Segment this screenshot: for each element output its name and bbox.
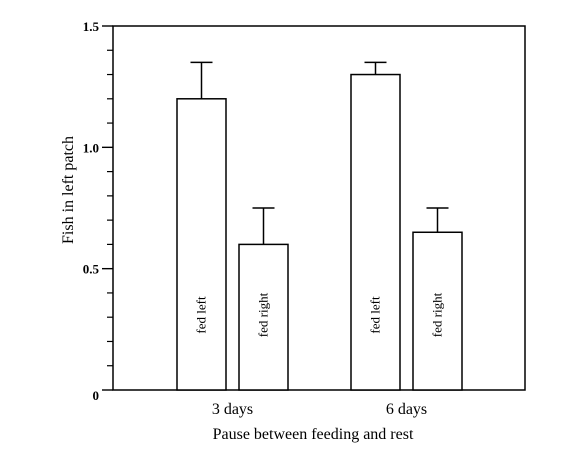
bar-fed-left-6-days (350, 73, 401, 391)
x-category-label-3-days: 3 days (212, 401, 253, 418)
bar-label-fed-right: fed right (256, 292, 271, 337)
bar-label-fed-left: fed left (368, 296, 383, 334)
minor-ticks (107, 49, 113, 367)
y-tick-label-0: 0 (93, 388, 100, 403)
bar-fed-left-3-days (176, 98, 227, 391)
x-axis-title: Pause between feeding and rest (213, 426, 414, 443)
y-axis-title: Fish in left patch (60, 136, 77, 244)
x-category-label-6-days: 6 days (386, 401, 427, 418)
plot-frame (112, 25, 526, 391)
y-tick-label-1-5: 1.5 (83, 19, 100, 34)
y-tick-label-0-5: 0.5 (83, 262, 100, 277)
bar-label-fed-left: fed left (194, 296, 209, 334)
y-tick-label-1-0: 1.0 (83, 140, 99, 155)
bar-label-fed-right: fed right (430, 292, 445, 337)
bars: fed left fed right fed left fed right (176, 61, 463, 391)
major-ticks (102, 25, 113, 391)
